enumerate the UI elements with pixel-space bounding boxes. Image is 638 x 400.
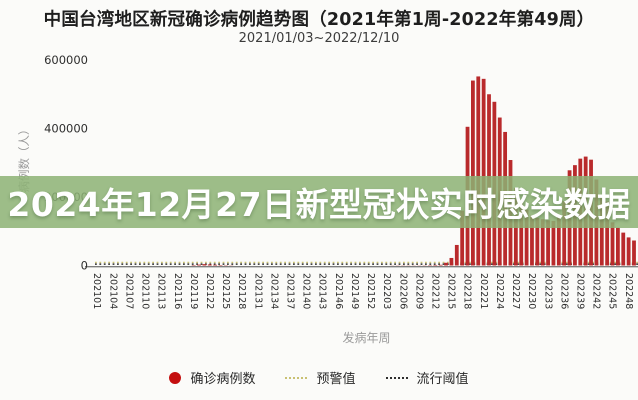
svg-text:202128: 202128 — [236, 273, 247, 309]
light-dotted-line-icon — [285, 376, 308, 379]
svg-text:202221: 202221 — [478, 273, 489, 309]
svg-text:202206: 202206 — [397, 273, 408, 309]
legend-label: 预警值 — [316, 372, 356, 387]
svg-text:202119: 202119 — [188, 273, 199, 309]
svg-text:202140: 202140 — [301, 273, 312, 309]
svg-text:202203: 202203 — [381, 273, 392, 309]
chart-legend: 确诊病例数 预警值 流行阈值 — [0, 368, 638, 387]
svg-text:202212: 202212 — [430, 273, 441, 309]
svg-text:202107: 202107 — [123, 273, 134, 309]
svg-text:202143: 202143 — [317, 273, 328, 309]
svg-text:202215: 202215 — [446, 273, 457, 309]
svg-text:202248: 202248 — [623, 273, 634, 309]
svg-text:202245: 202245 — [607, 273, 618, 309]
svg-text:202116: 202116 — [172, 273, 183, 309]
x-tick-labels: 202101 202104 202107 202110 202113 202116 2021… — [91, 273, 634, 309]
dark-dotted-line-icon — [385, 376, 408, 379]
chart-title: 中国台湾地区新冠确诊病例趋势图（2021年第1周-2022年第49周） — [43, 10, 595, 30]
svg-text:202110: 202110 — [140, 273, 151, 309]
svg-text:202113: 202113 — [156, 273, 167, 309]
legend-item-epidemic-threshold: 流行阈值 — [385, 368, 469, 387]
svg-text:202137: 202137 — [285, 273, 296, 309]
svg-text:202233: 202233 — [542, 273, 553, 309]
legend-label: 流行阈值 — [416, 372, 469, 387]
svg-text:202236: 202236 — [558, 273, 569, 309]
legend-item-confirmed-cases: 确诊病例数 — [169, 368, 255, 387]
svg-text:202125: 202125 — [220, 273, 231, 309]
bars-confirmed-cases — [191, 76, 636, 266]
y-tick-labels: 0200000400000600000 — [44, 53, 88, 273]
svg-text:202209: 202209 — [413, 273, 424, 309]
svg-text:202149: 202149 — [349, 273, 360, 309]
svg-text:202134: 202134 — [268, 273, 279, 309]
svg-text:600000: 600000 — [44, 53, 88, 67]
svg-text:202101: 202101 — [91, 273, 102, 309]
svg-text:202230: 202230 — [526, 273, 537, 309]
legend-item-warning-value: 预警值 — [285, 368, 356, 387]
x-axis-title: 发病年周 — [342, 331, 391, 345]
legend-label: 确诊病例数 — [190, 372, 256, 387]
svg-text:202152: 202152 — [365, 273, 376, 309]
svg-text:202131: 202131 — [252, 273, 263, 309]
overlay-banner: 2024年12月27日新型冠状实时感染数据 — [0, 176, 638, 228]
svg-text:202122: 202122 — [204, 273, 215, 309]
reference-lines — [95, 261, 638, 265]
svg-text:202146: 202146 — [333, 273, 344, 309]
svg-text:202242: 202242 — [591, 273, 602, 309]
svg-text:202104: 202104 — [107, 273, 118, 309]
svg-text:202227: 202227 — [510, 273, 521, 309]
svg-text:202218: 202218 — [462, 273, 473, 309]
red-circle-icon — [169, 371, 182, 384]
chart-subtitle: 2021/01/03~2022/12/10 — [238, 31, 400, 46]
svg-text:0: 0 — [81, 259, 88, 273]
overlay-banner-text: 2024年12月27日新型冠状实时感染数据 — [7, 185, 631, 224]
svg-text:400000: 400000 — [44, 122, 88, 136]
svg-text:202239: 202239 — [575, 273, 586, 309]
svg-text:202224: 202224 — [494, 273, 505, 309]
